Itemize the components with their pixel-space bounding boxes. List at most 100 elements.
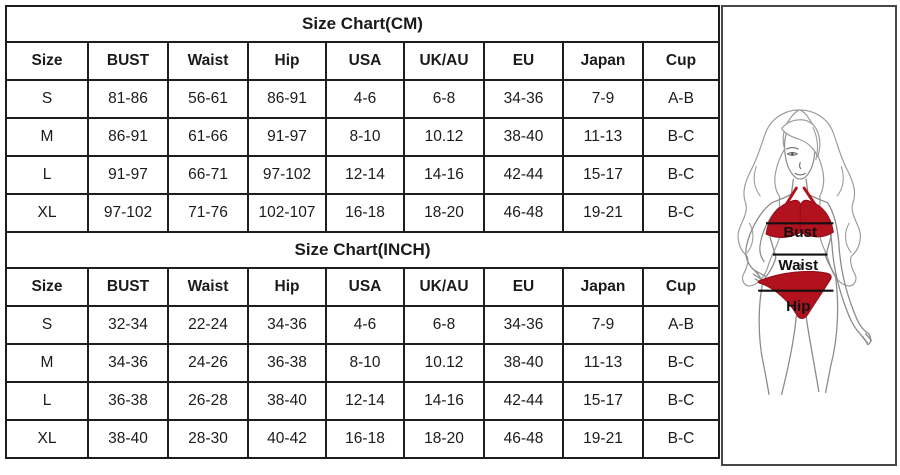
right-hand [848,315,873,346]
bikini-bottom [757,270,832,320]
table-cell: 8-10 [325,117,405,157]
bust-label: Bust [783,224,817,241]
table-cell: 61-66 [167,117,249,157]
shoulders [771,193,829,204]
table-cell: 81-86 [87,79,169,119]
right-leg-inner [805,315,820,393]
table-cell: B-C [642,343,720,383]
table-cell: A-B [642,305,720,345]
header-cell: Waist [167,267,249,307]
header-cell: UK/AU [403,41,485,81]
table-row: L 36-38 26-28 38-40 12-14 14-16 42-44 15… [5,381,720,421]
table-cell: 24-26 [167,343,249,383]
table-cell: 10.12 [403,343,485,383]
table-row: M 34-36 24-26 36-38 8-10 10.12 38-40 11-… [5,343,720,383]
table-cell: 34-36 [483,305,564,345]
table-cell: 15-17 [562,381,644,421]
header-cell: Size [5,41,89,81]
left-arm [745,202,773,284]
table-cell: 14-16 [403,155,485,195]
eye [786,151,799,156]
header-cell: Waist [167,41,249,81]
table-row: L 91-97 66-71 97-102 12-14 14-16 42-44 1… [5,155,720,195]
table-cell: 86-91 [247,79,327,119]
eyebrow [785,146,799,150]
table-cell: 4-6 [325,305,405,345]
measurement-figure-box: Bust Waist Hip [721,5,897,466]
table-row: M 86-91 61-66 91-97 8-10 10.12 38-40 11-… [5,117,720,157]
table-cell: 32-34 [87,305,169,345]
table-cell: B-C [642,193,720,233]
table-cell: 6-8 [403,79,485,119]
table-cell: 34-36 [483,79,564,119]
table-cell: B-C [642,381,720,421]
table-cell: B-C [642,155,720,195]
mouth [794,172,806,176]
header-cell: UK/AU [403,267,485,307]
waist-label: Waist [778,257,818,274]
table-cell: 42-44 [483,381,564,421]
torso-right [824,234,837,277]
table-cell: 12-14 [325,155,405,195]
table-cell: 10.12 [403,117,485,157]
table-cell: 19-21 [562,193,644,233]
table-cell: 46-48 [483,193,564,233]
table-cell: 22-24 [167,305,249,345]
table-cell: B-C [642,419,720,459]
table-cell: 97-102 [247,155,327,195]
table-cell: XL [5,193,89,233]
hair-strand [746,222,754,254]
hair-strand [836,166,844,197]
torso-left [762,236,777,282]
navel [799,263,802,270]
table-cell: 26-28 [167,381,249,421]
table-title-inch: Size Chart(INCH) [5,231,720,269]
table-cell: 71-76 [167,193,249,233]
table-cell: 19-21 [562,419,644,459]
size-chart-table: Size Chart(CM) Size BUST Waist Hip USA U… [5,5,720,459]
table-cell: 38-40 [247,381,327,421]
table-cell: B-C [642,117,720,157]
header-cell: Hip [247,267,327,307]
hair-strand [812,126,819,161]
table-cell: 28-30 [167,419,249,459]
table-cell: 56-61 [167,79,249,119]
table-header-row-inch: Size BUST Waist Hip USA UK/AU EU Japan C… [5,267,720,307]
hair-strand [845,222,852,254]
header-cell: Hip [247,41,327,81]
header-cell: Cup [642,267,720,307]
table-cell: 91-97 [247,117,327,157]
table-cell: 40-42 [247,419,327,459]
right-arm [826,202,870,335]
table-cell: 38-40 [483,117,564,157]
table-cell: 38-40 [87,419,169,459]
table-cell: XL [5,419,89,459]
header-cell: Size [5,267,89,307]
header-cell: Japan [562,41,644,81]
left-leg-outer [758,280,770,395]
woman-figure-illustration: Bust Waist Hip [737,109,873,395]
table-cell: 46-48 [483,419,564,459]
hair-bang [781,119,821,158]
table-cell: 42-44 [483,155,564,195]
header-cell: Japan [562,267,644,307]
table-cell: 4-6 [325,79,405,119]
hip-label: Hip [786,298,810,315]
table-cell: 66-71 [167,155,249,195]
table-row: XL 38-40 28-30 40-42 16-18 18-20 46-48 1… [5,419,720,459]
table-cell: 36-38 [87,381,169,421]
table-cell: 6-8 [403,305,485,345]
table-cell: 14-16 [403,381,485,421]
header-cell: EU [483,267,564,307]
table-cell: S [5,79,89,119]
header-cell: USA [325,267,405,307]
table-cell: L [5,155,89,195]
table-cell: 16-18 [325,419,405,459]
table-cell: 12-14 [325,381,405,421]
pupil [791,152,794,156]
table-cell: 86-91 [87,117,169,157]
header-cell: EU [483,41,564,81]
table-cell: M [5,117,89,157]
nose [798,162,802,170]
table-row: XL 97-102 71-76 102-107 16-18 18-20 46-4… [5,193,720,233]
